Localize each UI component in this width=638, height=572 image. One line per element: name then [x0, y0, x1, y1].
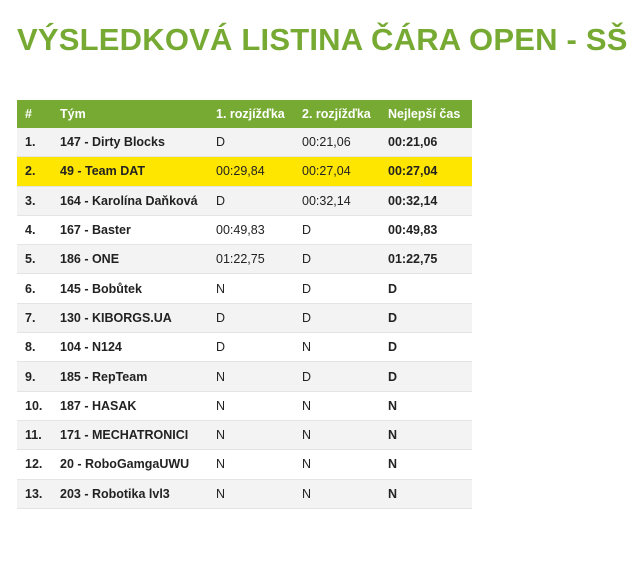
cell-best: 00:49,83	[380, 215, 472, 246]
cell-team: 187 - HASAK	[52, 391, 208, 421]
cell-best: D	[380, 273, 472, 304]
header-run1: 1. rozjížďka	[208, 100, 294, 128]
header-rank: #	[17, 100, 52, 128]
results-table: # Tým 1. rozjížďka 2. rozjížďka Nejlepší…	[17, 100, 472, 509]
cell-team: 104 - N124	[52, 332, 208, 363]
cell-run2: N	[294, 332, 380, 363]
cell-rank: 7.	[17, 303, 52, 334]
table-row: 10. 187 - HASAK N N N	[17, 391, 472, 421]
cell-best: 01:22,75	[380, 244, 472, 275]
cell-team: 185 - RepTeam	[52, 361, 208, 392]
table-row: 2. 49 - Team DAT 00:29,84 00:27,04 00:27,04	[17, 156, 472, 187]
cell-run1: 00:49,83	[208, 215, 294, 246]
cell-team: 203 - Robotika lvl3	[52, 479, 208, 509]
cell-run1: D	[208, 332, 294, 363]
cell-best: 00:27,04	[380, 156, 472, 187]
cell-rank: 11.	[17, 420, 52, 451]
cell-team: 171 - MECHATRONICI	[52, 420, 208, 451]
cell-best: 00:32,14	[380, 186, 472, 216]
cell-rank: 4.	[17, 215, 52, 246]
table-header: # Tým 1. rozjížďka 2. rozjížďka Nejlepší…	[17, 100, 472, 128]
cell-best: N	[380, 449, 472, 480]
table-row: 8. 104 - N124 D N D	[17, 332, 472, 363]
cell-run1: N	[208, 273, 294, 304]
table-row: 13. 203 - Robotika lvl3 N N N	[17, 479, 472, 509]
cell-team: 20 - RoboGamgaUWU	[52, 449, 208, 480]
cell-run1: N	[208, 361, 294, 392]
cell-run1: D	[208, 303, 294, 334]
cell-rank: 13.	[17, 479, 52, 509]
cell-run2: D	[294, 361, 380, 392]
cell-run1: N	[208, 479, 294, 509]
table-row: 7. 130 - KIBORGS.UA D D D	[17, 303, 472, 334]
table-row: 9. 185 - RepTeam N D D	[17, 361, 472, 392]
cell-run1: D	[208, 186, 294, 216]
cell-rank: 5.	[17, 244, 52, 275]
cell-run1: N	[208, 391, 294, 421]
cell-run2: D	[294, 273, 380, 304]
cell-best: N	[380, 391, 472, 421]
cell-rank: 1.	[17, 128, 52, 158]
cell-best: D	[380, 361, 472, 392]
cell-run2: D	[294, 244, 380, 275]
header-best: Nejlepší čas	[380, 100, 472, 128]
cell-run2: N	[294, 479, 380, 509]
cell-run2: D	[294, 303, 380, 334]
cell-run1: 01:22,75	[208, 244, 294, 275]
cell-team: 145 - Bobůtek	[52, 273, 208, 304]
cell-best: D	[380, 303, 472, 334]
header-run2: 2. rozjížďka	[294, 100, 380, 128]
table-row: 5. 186 - ONE 01:22,75 D 01:22,75	[17, 244, 472, 275]
cell-run1: D	[208, 128, 294, 158]
cell-run1: N	[208, 449, 294, 480]
header-team: Tým	[52, 100, 208, 128]
cell-rank: 12.	[17, 449, 52, 480]
cell-team: 186 - ONE	[52, 244, 208, 275]
table-row: 3. 164 - Karolína Daňková D 00:32,14 00:32,1…	[17, 186, 472, 216]
cell-run2: D	[294, 215, 380, 246]
cell-rank: 2.	[17, 156, 52, 187]
table-row: 11. 171 - MECHATRONICI N N N	[17, 420, 472, 451]
cell-team: 49 - Team DAT	[52, 156, 208, 187]
cell-rank: 3.	[17, 186, 52, 216]
cell-team: 167 - Baster	[52, 215, 208, 246]
table-row: 6. 145 - Bobůtek N D D	[17, 273, 472, 304]
cell-best: 00:21,06	[380, 128, 472, 158]
cell-run1: 00:29,84	[208, 156, 294, 187]
table-row: 4. 167 - Baster 00:49,83 D 00:49,83	[17, 215, 472, 246]
cell-team: 164 - Karolína Daňková	[52, 186, 208, 216]
page-title: VÝSLEDKOVÁ LISTINA ČÁRA OPEN - SŠ	[17, 22, 628, 57]
table-row: 1. 147 - Dirty Blocks D 00:21,06 00:21,06	[17, 128, 472, 158]
cell-rank: 9.	[17, 361, 52, 392]
cell-run2: 00:21,06	[294, 128, 380, 158]
cell-run2: 00:27,04	[294, 156, 380, 187]
cell-run2: 00:32,14	[294, 186, 380, 216]
cell-team: 130 - KIBORGS.UA	[52, 303, 208, 334]
cell-run1: N	[208, 420, 294, 451]
cell-team: 147 - Dirty Blocks	[52, 128, 208, 158]
cell-rank: 6.	[17, 273, 52, 304]
cell-run2: N	[294, 449, 380, 480]
cell-best: N	[380, 479, 472, 509]
cell-best: D	[380, 332, 472, 363]
cell-rank: 8.	[17, 332, 52, 363]
cell-best: N	[380, 420, 472, 451]
table-row: 12. 20 - RoboGamgaUWU N N N	[17, 449, 472, 480]
cell-run2: N	[294, 420, 380, 451]
cell-rank: 10.	[17, 391, 52, 421]
cell-run2: N	[294, 391, 380, 421]
